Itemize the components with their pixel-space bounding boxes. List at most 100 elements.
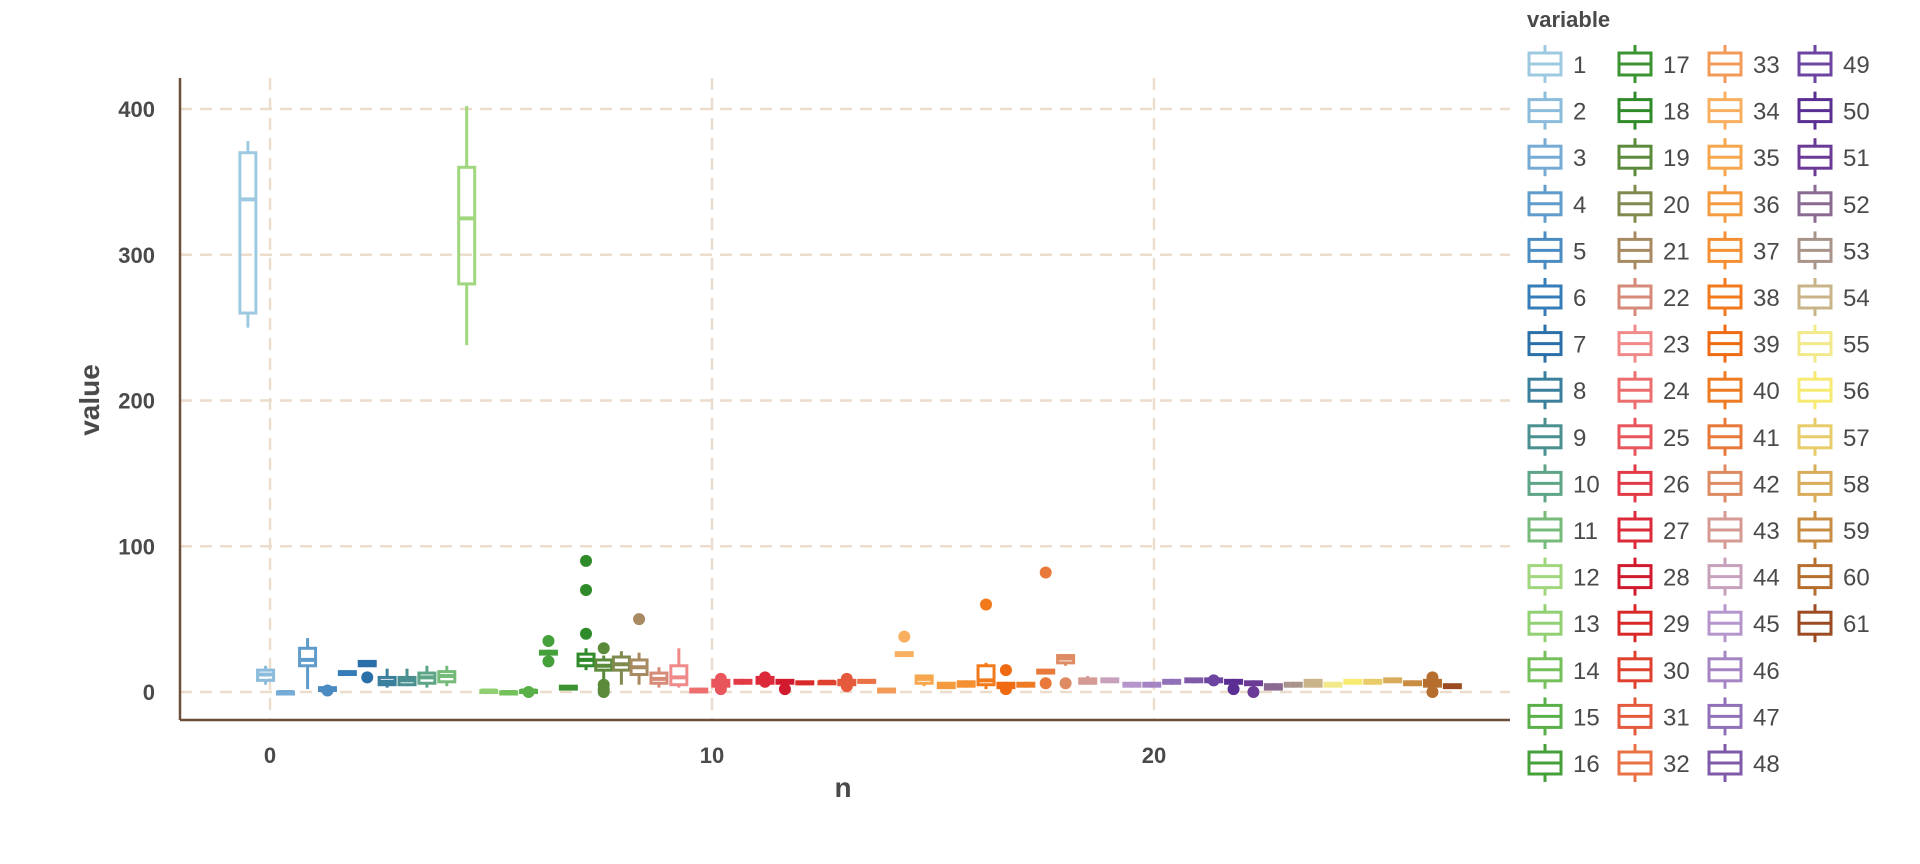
legend-item-23: 23 [1617, 324, 1690, 363]
outlier-point [1426, 671, 1439, 684]
legend-label: 50 [1843, 99, 1870, 126]
box-body [457, 165, 477, 286]
legend-label: 33 [1753, 52, 1780, 79]
legend-label: 59 [1843, 518, 1870, 545]
legend-label: 46 [1753, 658, 1780, 685]
legend-label: 42 [1753, 471, 1780, 498]
box-37 [956, 680, 976, 688]
box-31 [837, 672, 857, 693]
y-tick-label: 100 [118, 534, 155, 559]
legend-item-2: 2 [1527, 91, 1586, 130]
legend-item-28: 28 [1617, 557, 1690, 596]
legend-item-21: 21 [1617, 231, 1690, 270]
legend-label: 41 [1753, 425, 1780, 452]
legend-item-36: 36 [1707, 184, 1780, 223]
outlier-point [999, 664, 1012, 677]
legend-item-17: 17 [1617, 45, 1690, 83]
legend-item-30: 30 [1617, 650, 1690, 689]
legend-item-1: 1 [1527, 45, 1586, 83]
box-38 [976, 598, 996, 690]
legend-label: 24 [1663, 378, 1690, 405]
legend-item-16: 16 [1527, 744, 1600, 782]
box-8 [377, 668, 397, 688]
box-52 [1263, 683, 1283, 691]
legend-item-42: 42 [1707, 464, 1780, 503]
y-axis-title: value [74, 364, 105, 436]
box-55 [1323, 681, 1343, 688]
legend-label: 8 [1573, 378, 1586, 405]
legend-label: 43 [1753, 518, 1780, 545]
box-15 [519, 686, 539, 698]
legend-item-38: 38 [1707, 278, 1780, 316]
legend-label: 14 [1573, 658, 1600, 685]
box-3 [275, 690, 295, 696]
legend-item-60: 60 [1797, 557, 1870, 596]
x-tick-label: 0 [264, 743, 276, 768]
legend-label: 17 [1663, 52, 1690, 79]
box-2 [256, 665, 276, 685]
box-30 [817, 679, 837, 686]
box-6 [337, 670, 357, 677]
legend-label: 56 [1843, 378, 1870, 405]
legend-label: 39 [1753, 332, 1780, 359]
legend-item-51: 51 [1797, 138, 1870, 177]
outlier-point [1207, 674, 1220, 687]
box-5 [317, 684, 337, 697]
legend-item-19: 19 [1617, 138, 1690, 177]
legend-label: 38 [1753, 285, 1780, 312]
outlier-point [898, 630, 911, 643]
outlier-point [597, 642, 610, 655]
legend-item-7: 7 [1527, 324, 1586, 363]
legend-label: 18 [1663, 99, 1690, 126]
box-48 [1184, 677, 1204, 684]
outlier-point [580, 554, 593, 567]
outlier-point [1059, 677, 1072, 690]
x-tick-label: 20 [1142, 743, 1166, 768]
legend-item-24: 24 [1617, 371, 1690, 410]
outlier-point [321, 684, 334, 697]
box-1 [238, 141, 258, 328]
legend-label: 10 [1573, 471, 1600, 498]
legend-item-3: 3 [1527, 138, 1586, 177]
box-49 [1204, 674, 1224, 687]
legend-item-15: 15 [1527, 697, 1600, 736]
outlier-point [1426, 686, 1439, 698]
legend-item-11: 11 [1527, 511, 1598, 549]
legend-label: 54 [1843, 285, 1870, 312]
box-59 [1403, 680, 1423, 687]
box-4 [298, 638, 318, 690]
legend-label: 3 [1573, 145, 1586, 172]
y-tick-label: 0 [143, 680, 155, 705]
legend-label: 7 [1573, 332, 1586, 359]
box-12 [457, 106, 477, 346]
legend-label: 51 [1843, 145, 1870, 172]
box-14 [499, 690, 519, 696]
grid-lines [180, 78, 1510, 720]
legend-label: 29 [1663, 611, 1690, 638]
legend-label: 19 [1663, 145, 1690, 172]
outlier-point [542, 634, 555, 647]
box-44 [1100, 677, 1120, 684]
box-18 [576, 554, 596, 671]
legend-item-33: 33 [1707, 45, 1780, 83]
legend-label: 49 [1843, 52, 1870, 79]
legend-item-29: 29 [1617, 604, 1690, 643]
legend-label: 57 [1843, 425, 1870, 452]
outlier-point [840, 680, 853, 693]
legend-label: 22 [1663, 285, 1690, 312]
legend-item-22: 22 [1617, 278, 1690, 316]
legend-label: 1 [1573, 52, 1586, 79]
legend-item-18: 18 [1617, 91, 1690, 130]
legend-label: 55 [1843, 332, 1870, 359]
box-10 [417, 665, 437, 688]
legend-label: 25 [1663, 425, 1690, 452]
box-60 [1422, 671, 1442, 698]
box-45 [1122, 681, 1142, 688]
legend-item-50: 50 [1797, 91, 1870, 130]
box-34 [894, 630, 914, 658]
y-tick-label: 200 [118, 389, 155, 414]
legend-item-14: 14 [1527, 650, 1600, 689]
box-body [669, 664, 689, 687]
box-23 [669, 648, 689, 688]
box-43 [1078, 675, 1098, 685]
